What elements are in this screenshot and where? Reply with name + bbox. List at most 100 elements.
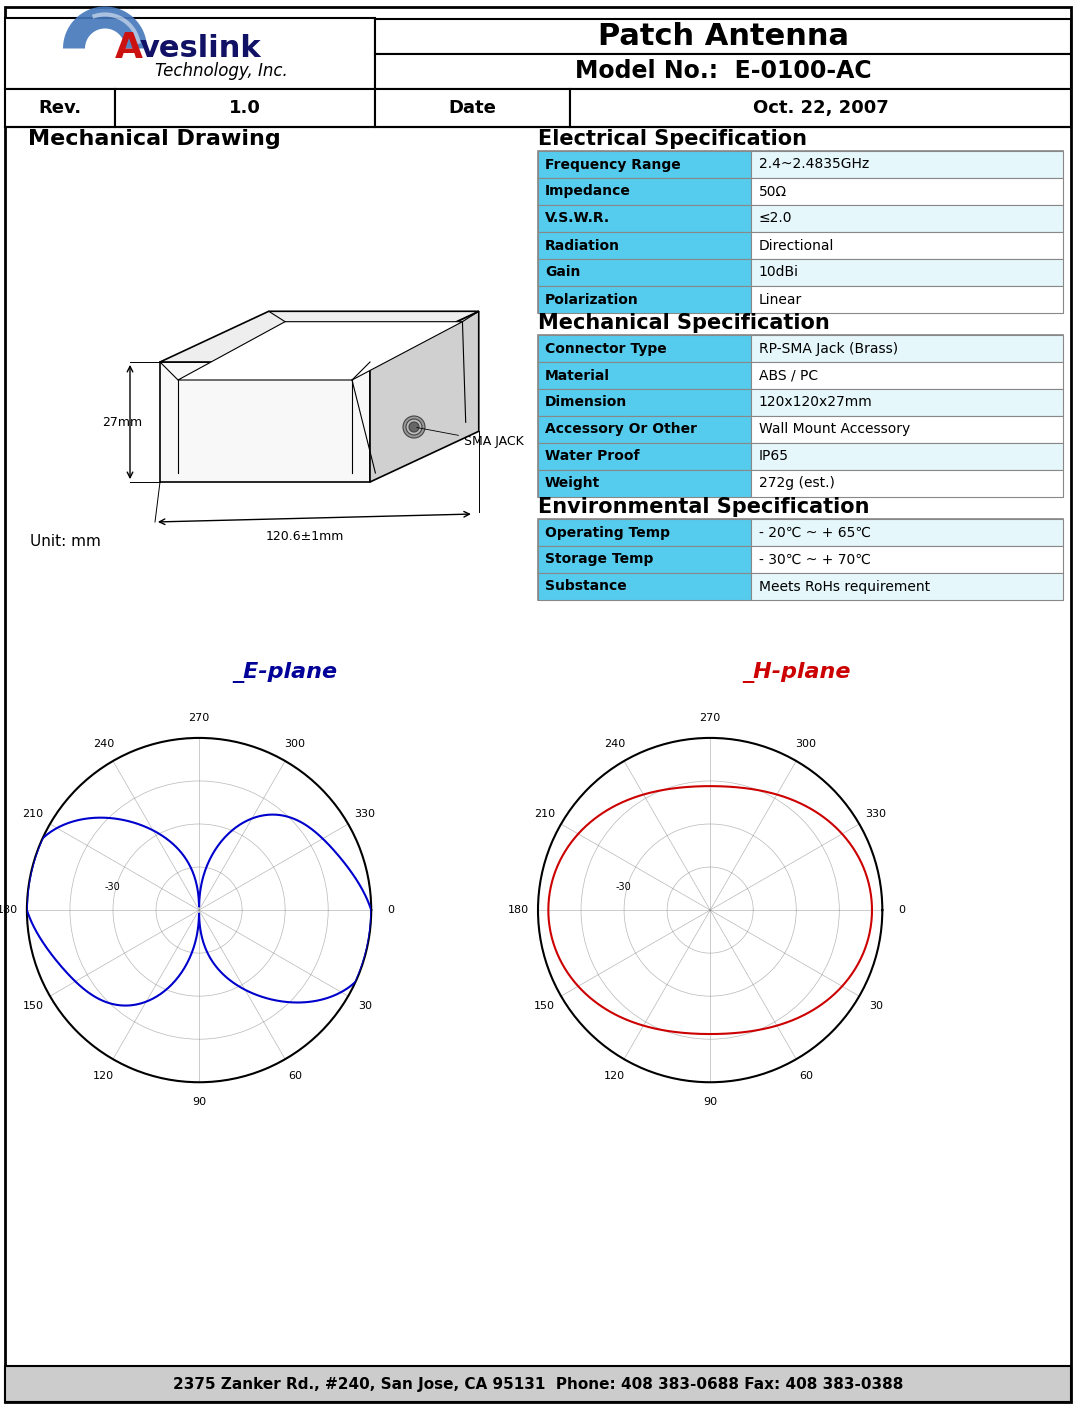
Text: RP-SMA Jack (Brass): RP-SMA Jack (Brass) xyxy=(759,341,897,356)
Bar xyxy=(570,90,1071,127)
Bar xyxy=(538,151,751,178)
Text: Rev.: Rev. xyxy=(39,100,82,117)
Bar xyxy=(751,151,1063,178)
Bar xyxy=(751,205,1063,232)
Text: 120x120x27mm: 120x120x27mm xyxy=(759,395,873,410)
Bar xyxy=(751,232,1063,259)
Bar xyxy=(538,417,751,444)
Text: 120.6±1mm: 120.6±1mm xyxy=(265,529,343,543)
Text: -30: -30 xyxy=(615,882,632,892)
Circle shape xyxy=(409,422,419,432)
Text: Model No.:  E-0100-AC: Model No.: E-0100-AC xyxy=(575,60,872,84)
Bar xyxy=(538,151,1063,313)
Bar xyxy=(538,232,751,259)
Bar xyxy=(751,444,1063,471)
Text: - 20℃ ~ + 65℃: - 20℃ ~ + 65℃ xyxy=(759,526,870,539)
Polygon shape xyxy=(160,363,370,482)
Text: Mechanical Specification: Mechanical Specification xyxy=(538,313,830,333)
Bar xyxy=(751,390,1063,417)
Bar xyxy=(751,363,1063,390)
Text: Impedance: Impedance xyxy=(546,185,631,199)
Bar xyxy=(5,90,115,127)
Text: Electrical Specification: Electrical Specification xyxy=(538,129,807,149)
Text: _H-plane: _H-plane xyxy=(742,661,850,683)
Bar xyxy=(538,519,1063,600)
Bar xyxy=(751,417,1063,444)
Text: 2.4~2.4835GHz: 2.4~2.4835GHz xyxy=(759,158,869,172)
Circle shape xyxy=(404,417,425,438)
Bar xyxy=(538,205,751,232)
Text: ABS / PC: ABS / PC xyxy=(759,368,818,383)
Text: Material: Material xyxy=(546,368,610,383)
Text: Linear: Linear xyxy=(759,293,802,307)
Text: 2375 Zanker Rd., #240, San Jose, CA 95131  Phone: 408 383-0688 Fax: 408 383-0388: 2375 Zanker Rd., #240, San Jose, CA 9513… xyxy=(173,1376,903,1392)
Bar xyxy=(538,286,751,313)
Text: Frequency Range: Frequency Range xyxy=(546,158,681,172)
Bar xyxy=(751,546,1063,573)
Text: Oct. 22, 2007: Oct. 22, 2007 xyxy=(752,100,889,117)
Text: Operating Temp: Operating Temp xyxy=(546,526,670,539)
Polygon shape xyxy=(370,311,479,482)
Text: Radiation: Radiation xyxy=(546,239,620,253)
Text: Patch Antenna: Patch Antenna xyxy=(597,21,849,51)
Bar xyxy=(5,18,376,90)
Text: Polarization: Polarization xyxy=(546,293,639,307)
Bar xyxy=(538,336,1063,498)
Bar xyxy=(115,90,376,127)
Bar xyxy=(538,444,751,471)
Bar xyxy=(538,573,751,600)
Text: _E-plane: _E-plane xyxy=(232,661,338,683)
Polygon shape xyxy=(160,311,479,363)
Text: A: A xyxy=(115,31,143,65)
Text: V.S.W.R.: V.S.W.R. xyxy=(546,212,610,226)
Text: ≤2.0: ≤2.0 xyxy=(759,212,792,226)
Bar xyxy=(538,519,751,546)
Text: Mechanical Drawing: Mechanical Drawing xyxy=(28,129,281,149)
Text: IP65: IP65 xyxy=(759,449,789,464)
Text: 272g (est.): 272g (est.) xyxy=(759,476,835,491)
Bar xyxy=(5,1367,1071,1402)
Text: 1.0: 1.0 xyxy=(229,100,261,117)
Text: 27mm: 27mm xyxy=(102,415,142,428)
Bar xyxy=(538,259,751,286)
Text: Meets RoHs requirement: Meets RoHs requirement xyxy=(759,580,930,593)
Bar xyxy=(751,519,1063,546)
Bar xyxy=(751,178,1063,205)
Text: Accessory Or Other: Accessory Or Other xyxy=(546,422,697,437)
Text: Water Proof: Water Proof xyxy=(546,449,639,464)
Text: Technology, Inc.: Technology, Inc. xyxy=(155,61,287,80)
Text: Date: Date xyxy=(449,100,496,117)
Text: Gain: Gain xyxy=(546,266,580,280)
Bar xyxy=(751,471,1063,498)
Bar xyxy=(376,54,1071,90)
Bar xyxy=(538,390,751,417)
Text: SMA JACK: SMA JACK xyxy=(416,428,524,448)
Polygon shape xyxy=(178,321,463,380)
Bar xyxy=(538,471,751,498)
Text: Directional: Directional xyxy=(759,239,834,253)
Text: Weight: Weight xyxy=(546,476,600,491)
Text: - 30℃ ~ + 70℃: - 30℃ ~ + 70℃ xyxy=(759,553,870,566)
Text: Storage Temp: Storage Temp xyxy=(546,553,653,566)
Text: veslink: veslink xyxy=(140,34,261,63)
Bar xyxy=(751,573,1063,600)
Text: 10dBi: 10dBi xyxy=(759,266,798,280)
Text: 50Ω: 50Ω xyxy=(759,185,787,199)
PathPatch shape xyxy=(63,7,147,48)
Text: Unit: mm: Unit: mm xyxy=(30,535,101,549)
Text: Substance: Substance xyxy=(546,580,626,593)
Bar xyxy=(376,90,570,127)
Bar xyxy=(751,286,1063,313)
Bar xyxy=(751,259,1063,286)
Text: -30: -30 xyxy=(104,882,121,892)
Bar xyxy=(538,546,751,573)
Bar xyxy=(538,178,751,205)
Bar xyxy=(538,363,751,390)
Text: Dimension: Dimension xyxy=(546,395,627,410)
Text: Connector Type: Connector Type xyxy=(546,341,667,356)
Bar xyxy=(538,336,751,363)
Text: Wall Mount Accessory: Wall Mount Accessory xyxy=(759,422,910,437)
Circle shape xyxy=(406,419,422,435)
Text: Environmental Specification: Environmental Specification xyxy=(538,498,869,518)
Bar xyxy=(376,18,1071,54)
